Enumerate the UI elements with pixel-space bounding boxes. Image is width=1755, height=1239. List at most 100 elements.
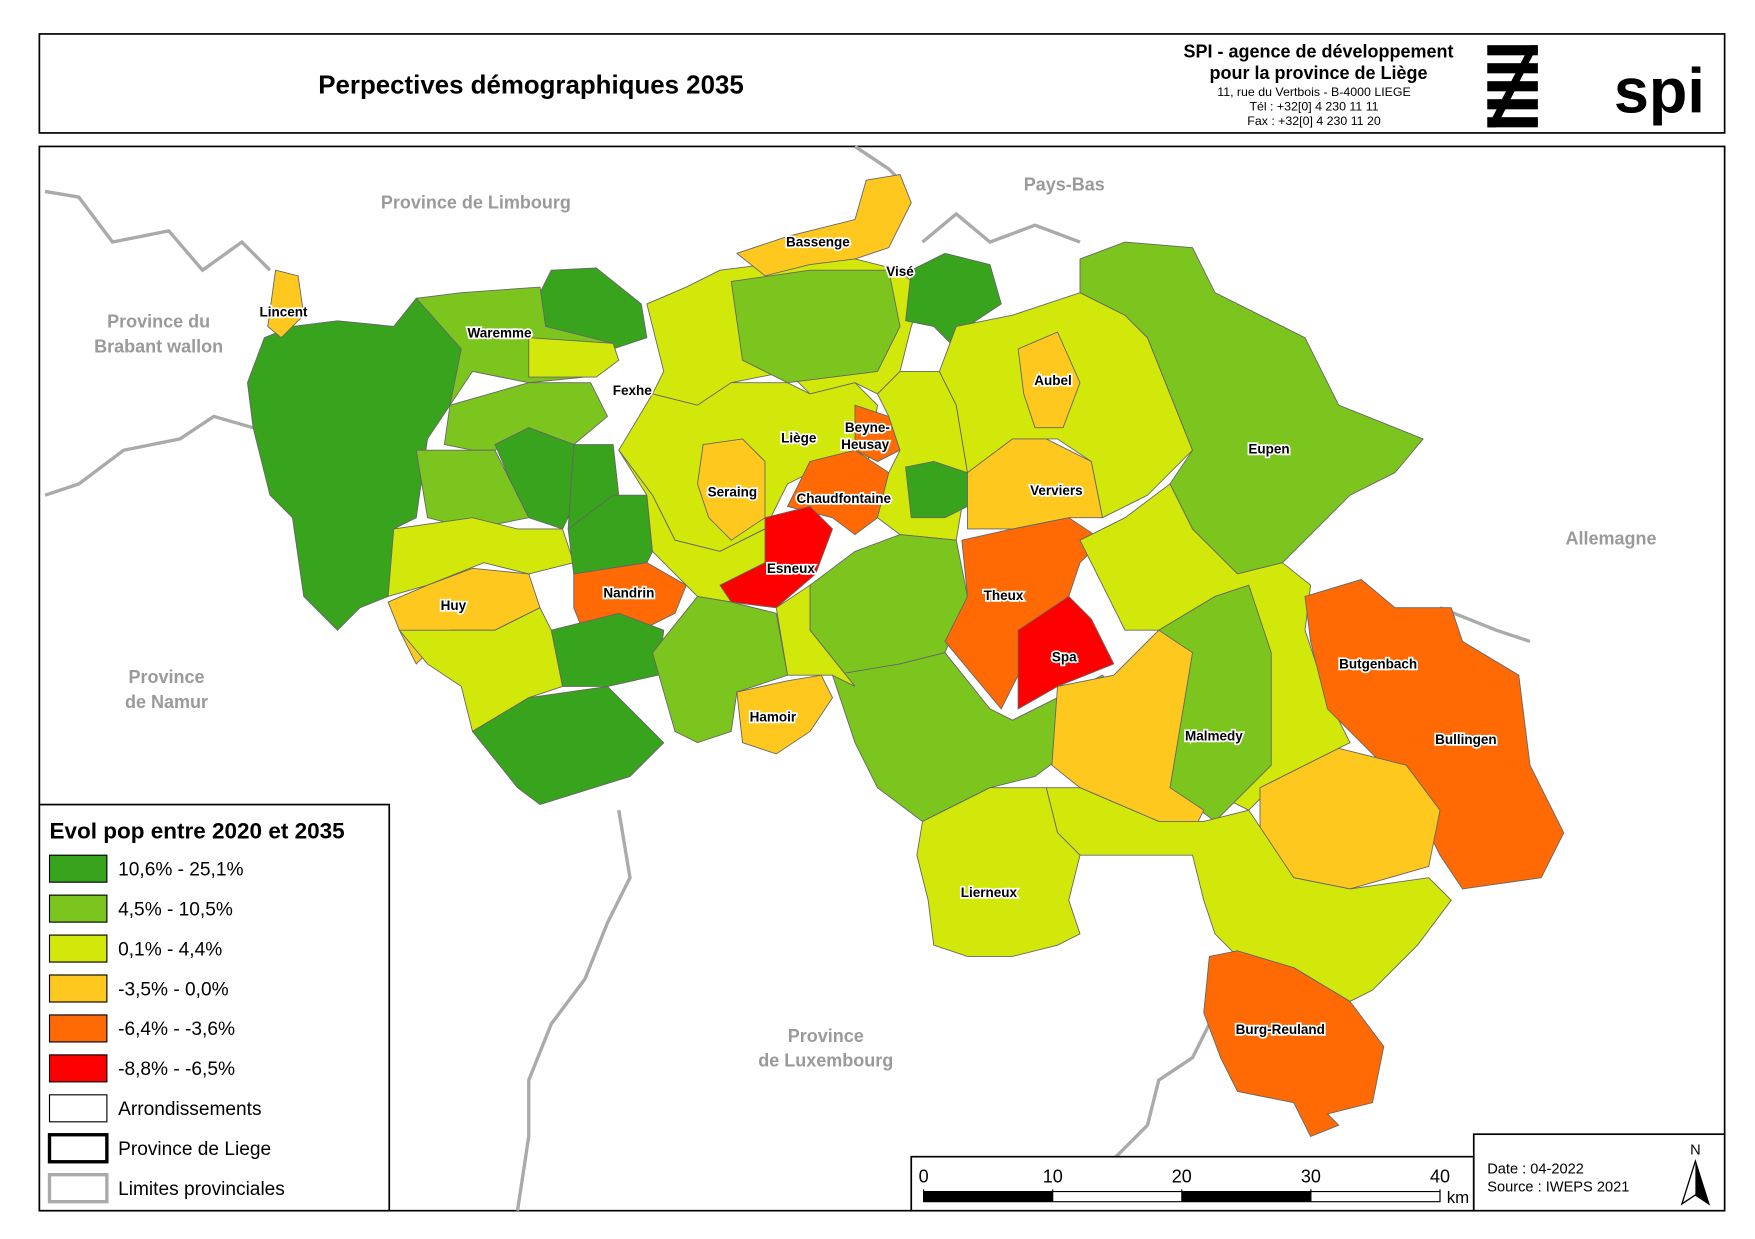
municipality <box>1203 950 1385 1138</box>
place-label: Seraing <box>708 484 758 499</box>
municipality <box>1045 787 1452 1002</box>
legend-label: -3,5% - 0,0% <box>118 979 228 1000</box>
legend-label: -6,4% - -3,6% <box>118 1019 235 1040</box>
date: Date : 04-2022 <box>1487 1162 1584 1178</box>
place-label: Waremme <box>467 326 532 341</box>
place-label: Aubel <box>1034 373 1072 388</box>
address: 11, rue du Vertbois - B-4000 LIEGE <box>1217 85 1411 99</box>
header-box <box>38 33 1726 134</box>
source: Source : IWEPS 2021 <box>1487 1180 1629 1196</box>
place-label: Eupen <box>1248 442 1289 457</box>
municipality <box>1017 595 1115 710</box>
legend-label: Limites provinciales <box>118 1179 285 1200</box>
municipality <box>471 685 665 806</box>
legend-label: Province de Liege <box>118 1139 271 1160</box>
place-label: Bassenge <box>786 235 850 250</box>
municipality <box>652 595 789 744</box>
legend-line-swatch <box>47 1173 109 1204</box>
scale-label: 20 <box>1172 1167 1192 1187</box>
municipality <box>916 787 1081 957</box>
place-label: Chaudfontaine <box>797 491 892 506</box>
place-label: Spa <box>1052 650 1077 665</box>
legend-line-swatch <box>47 1133 109 1164</box>
scale-label: 0 <box>919 1167 929 1187</box>
org-sub: pour la province de Liège <box>1209 63 1427 83</box>
municipality <box>1051 629 1205 834</box>
scale-label: 30 <box>1301 1167 1321 1187</box>
legend-items: 10,6% - 25,1% 4,5% - 10,5% 0,1% - 4,4% -3,5… <box>47 854 285 1204</box>
footer-box <box>1472 1133 1726 1212</box>
legend-swatch <box>48 1054 108 1083</box>
title: Perpectives démographiques 2035 <box>318 72 743 100</box>
place-label: Butgenbach <box>1339 656 1417 671</box>
legend-label: 0,1% - 4,4% <box>118 939 222 960</box>
scale-box <box>910 1155 1475 1212</box>
scale-label: 40 <box>1430 1167 1450 1187</box>
neighbor-label: Province du <box>107 312 210 332</box>
legend-label: -8,8% - -6,5% <box>118 1059 235 1080</box>
municipality <box>854 404 901 462</box>
place-label: Nandrin <box>603 586 654 601</box>
municipality <box>697 438 766 541</box>
municipality <box>1079 241 1424 575</box>
neighbor-label: Pays-Bas <box>1024 174 1105 194</box>
municipality <box>1017 331 1081 429</box>
municipalities <box>247 174 1565 1138</box>
municipality <box>398 607 564 733</box>
legend-label: Arrondissements <box>118 1099 261 1120</box>
neighbor-label: Province de Limbourg <box>381 192 571 212</box>
legend-swatch <box>48 974 108 1003</box>
tel: Tél : +32[0] 4 230 11 11 <box>1249 99 1378 113</box>
legend-title: Evol pop entre 2020 et 2035 <box>50 818 345 843</box>
place-label: Burg-Reuland <box>1236 1022 1325 1037</box>
labels: Province de Limbourg Pays-Bas Province d… <box>94 174 1656 1070</box>
municipality <box>387 517 575 598</box>
municipality <box>786 449 890 536</box>
org-name: SPI - agence de développement <box>1183 42 1453 62</box>
municipality <box>905 460 968 519</box>
municipality <box>528 337 620 378</box>
legend-swatch <box>48 934 108 963</box>
municipality <box>1304 579 1565 890</box>
logo-mark <box>1487 45 1538 128</box>
logo-text: spi <box>1614 57 1705 127</box>
scale-segment <box>1181 1191 1311 1202</box>
neighbor-label: Province <box>788 1026 864 1046</box>
place-label: Bullingen <box>1435 732 1496 747</box>
place-label: Hamoir <box>750 709 797 724</box>
municipality <box>735 174 912 277</box>
scale-label: 10 <box>1043 1167 1063 1187</box>
place-label: Theux <box>984 588 1024 603</box>
fax: Fax : +32[0] 4 230 11 20 <box>1247 114 1381 128</box>
place-label: Malmedy <box>1185 728 1243 743</box>
municipality <box>736 674 834 755</box>
north-arrow-half <box>1695 1161 1709 1204</box>
scale-unit: km <box>1447 1188 1469 1207</box>
municipality <box>967 438 1104 530</box>
legend-swatch <box>48 894 108 923</box>
place-label: Liège <box>781 430 817 445</box>
municipality <box>247 297 473 631</box>
legend-swatch <box>48 1014 108 1043</box>
place-label: Lierneux <box>961 885 1018 900</box>
legend-swatch <box>48 854 108 883</box>
scale-segment <box>923 1191 1053 1202</box>
provincial-limits <box>44 145 1531 1211</box>
place-label: Beyne- <box>845 420 890 435</box>
place-label: Lincent <box>259 304 308 319</box>
neighbor-label: Brabant wallon <box>94 336 223 356</box>
place-label: Fexhe <box>613 383 653 398</box>
north-label: N <box>1690 1142 1701 1158</box>
place-label: Esneux <box>767 561 816 576</box>
place-label: Heusay <box>841 437 890 452</box>
legend-label: 4,5% - 10,5% <box>118 899 233 920</box>
municipality <box>730 269 901 384</box>
legend-label: 10,6% - 25,1% <box>118 859 243 880</box>
municipality <box>267 269 305 339</box>
place-label: Visé <box>886 264 914 279</box>
neighbor-label: de Namur <box>125 692 208 712</box>
legend-line-swatch <box>48 1094 108 1123</box>
neighbor-label: Province <box>128 667 204 687</box>
